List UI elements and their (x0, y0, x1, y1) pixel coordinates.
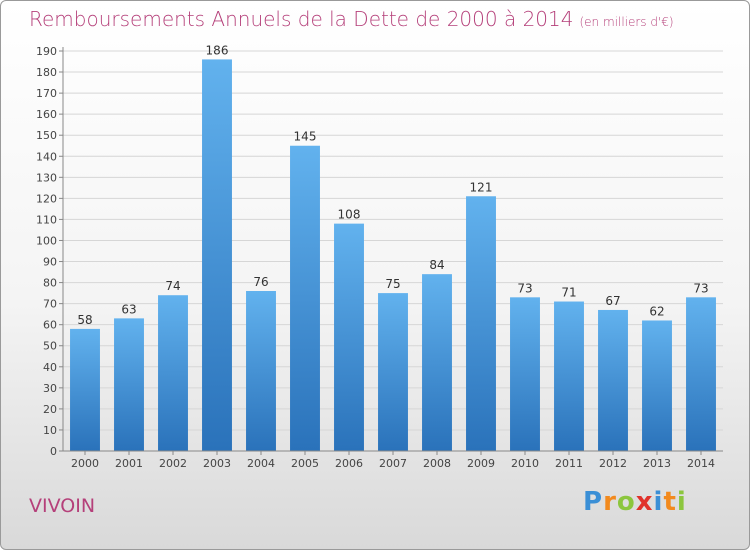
logo-letter: P (583, 487, 604, 517)
x-tick-label: 2009 (467, 457, 495, 470)
logo-letter: i (676, 487, 687, 517)
x-tick-label: 2013 (643, 457, 671, 470)
bar-value-label: 75 (385, 277, 400, 291)
x-tick-label: 2001 (115, 457, 143, 470)
y-tick-label: 80 (43, 277, 57, 290)
logo-letter: r (603, 487, 617, 517)
chart-title: Remboursements Annuels de la Dette de 20… (29, 7, 674, 31)
x-tick-label: 2004 (247, 457, 275, 470)
bar-value-label: 71 (561, 286, 576, 300)
bar-value-label: 58 (77, 313, 92, 327)
y-tick-label: 130 (36, 171, 57, 184)
logo-letter: o (616, 487, 636, 517)
y-tick-label: 160 (36, 108, 57, 121)
bar (510, 297, 540, 451)
x-tick-label: 2010 (511, 457, 539, 470)
y-tick-label: 20 (43, 403, 57, 416)
x-tick-label: 2003 (203, 457, 231, 470)
bars: 58 63 74 186 76 145 108 75 84 121 73 71 67 62 73 (70, 43, 716, 451)
y-tick-label: 0 (50, 445, 57, 458)
y-tick-label: 120 (36, 192, 57, 205)
y-axis-ticks: 0 10 20 30 40 50 60 70 80 90 100 110 120 130 140 150 160… (36, 45, 63, 458)
bar (422, 274, 452, 451)
y-tick-label: 10 (43, 424, 57, 437)
bar (290, 145, 320, 451)
chart-subtitle: (en milliers d'€) (579, 15, 674, 29)
bar (70, 328, 100, 451)
bar (642, 320, 672, 451)
x-tick-label: 2012 (599, 457, 627, 470)
bar (158, 295, 188, 451)
logo-letter: i (653, 487, 664, 517)
bar-value-label: 73 (693, 281, 708, 295)
bar (686, 297, 716, 451)
bar-chart: 0 10 20 30 40 50 60 70 80 90 100 110 120 130 140 150 160… (36, 43, 723, 470)
y-tick-label: 90 (43, 256, 57, 269)
y-tick-label: 40 (43, 361, 57, 374)
y-tick-label: 70 (43, 298, 57, 311)
x-tick-label: 2005 (291, 457, 319, 470)
x-tick-label: 2000 (71, 457, 99, 470)
chart-title-text: Remboursements Annuels de la Dette de 20… (29, 7, 574, 31)
x-tick-label: 2008 (423, 457, 451, 470)
bar (334, 223, 364, 451)
bar-value-label: 84 (429, 258, 444, 272)
commune-name: VIVOIN (29, 495, 96, 517)
y-tick-label: 60 (43, 319, 57, 332)
x-tick-label: 2007 (379, 457, 407, 470)
bar (466, 196, 496, 451)
y-tick-label: 190 (36, 45, 57, 58)
bar (246, 291, 276, 451)
y-tick-label: 100 (36, 234, 57, 247)
x-axis-ticks: 2000 2001 2002 2003 2004 2005 2006 2007 2008 2009… (71, 451, 715, 470)
y-tick-label: 170 (36, 87, 57, 100)
bar-value-label: 186 (206, 43, 229, 57)
logo-letter: x (635, 487, 654, 517)
y-tick-label: 50 (43, 340, 57, 353)
bar (378, 293, 408, 451)
bar (598, 309, 628, 451)
bar-value-label: 74 (165, 279, 180, 293)
x-tick-label: 2002 (159, 457, 187, 470)
bar (202, 59, 232, 451)
bar-value-label: 62 (649, 304, 664, 318)
bar-value-label: 121 (470, 180, 493, 194)
proxiti-logo: Proxiti (583, 487, 687, 517)
y-tick-label: 150 (36, 129, 57, 142)
bar-value-label: 67 (605, 294, 620, 308)
bar-value-label: 76 (253, 275, 268, 289)
bar (114, 318, 144, 451)
logo-letter: t (663, 487, 677, 517)
bar-value-label: 63 (121, 302, 136, 316)
y-tick-label: 110 (36, 213, 57, 226)
bar-value-label: 108 (338, 208, 361, 222)
bar-value-label: 145 (294, 130, 317, 144)
y-tick-label: 30 (43, 382, 57, 395)
x-tick-label: 2011 (555, 457, 583, 470)
x-tick-label: 2014 (687, 457, 715, 470)
axes (62, 47, 723, 452)
bar-value-label: 73 (517, 281, 532, 295)
y-tick-label: 180 (36, 66, 57, 79)
x-tick-label: 2006 (335, 457, 363, 470)
y-tick-label: 140 (36, 150, 57, 163)
bar (554, 301, 584, 451)
